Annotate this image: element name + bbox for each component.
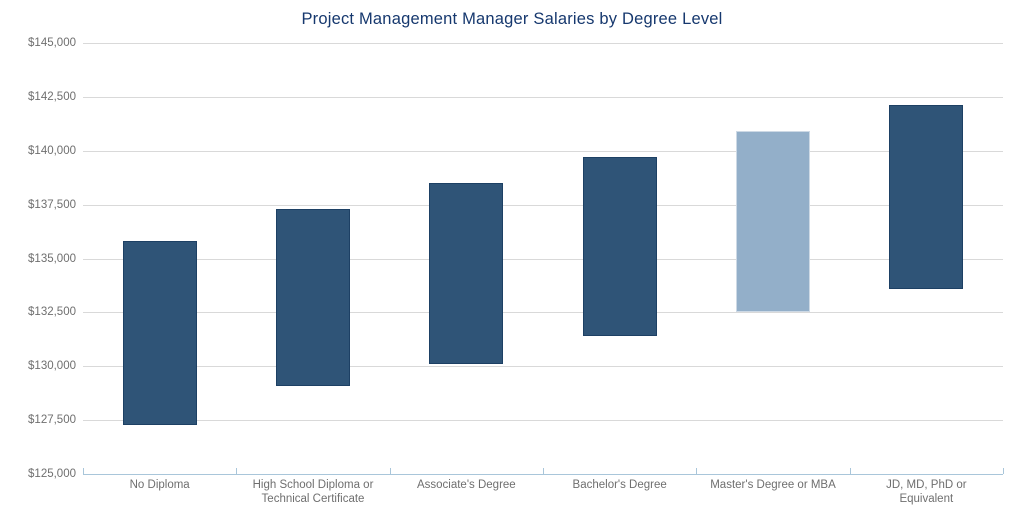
x-axis-tick-mark — [696, 468, 698, 475]
x-axis-tick-mark — [83, 468, 84, 475]
salary-range-bar[interactable] — [582, 157, 657, 337]
salary-range-bar[interactable] — [889, 105, 964, 289]
y-axis-tick-label: $132,500 — [28, 306, 76, 319]
y-axis-tick-label: $127,500 — [28, 414, 76, 427]
x-axis-tick-mark — [1003, 468, 1004, 475]
x-axis-category-label: No Diploma — [129, 479, 190, 492]
y-axis-tick-label: $135,000 — [28, 252, 76, 265]
x-axis-category-label: Bachelor's Degree — [572, 479, 667, 492]
salary-range-bar[interactable] — [429, 182, 504, 365]
x-axis-category-label: Associate's Degree — [416, 479, 516, 492]
salary-range-bar[interactable] — [276, 208, 350, 386]
y-gridline — [83, 96, 1003, 98]
y-axis-tick-label: $145,000 — [28, 36, 76, 49]
y-gridline — [83, 420, 1003, 422]
y-gridline — [83, 258, 1003, 260]
y-axis-tick-label: $130,000 — [28, 360, 76, 373]
x-axis-line — [83, 474, 1003, 476]
y-axis-tick-label: $125,000 — [28, 468, 76, 481]
x-axis-tick-mark — [849, 468, 851, 475]
y-gridline — [83, 42, 1003, 44]
y-axis-tick-label: $140,000 — [28, 144, 76, 157]
x-axis-category-label: JD, MD, PhD or Equivalent — [886, 479, 967, 506]
y-gridline — [83, 204, 1003, 206]
y-axis-tick-label: $142,500 — [28, 90, 76, 103]
y-gridline — [83, 150, 1003, 152]
x-axis-category-label: High School Diploma or Technical Certific… — [252, 479, 374, 506]
y-gridline — [83, 366, 1003, 368]
salary-range-bar[interactable] — [736, 131, 810, 313]
salary-range-bar[interactable] — [122, 241, 197, 425]
chart-title: Project Management Manager Salaries by D… — [301, 10, 723, 28]
x-axis-category-label: Master's Degree or MBA — [710, 479, 836, 492]
x-axis-tick-mark — [389, 468, 391, 475]
y-axis-tick-label: $137,500 — [28, 198, 76, 211]
x-axis-tick-mark — [543, 468, 544, 475]
y-gridline — [83, 312, 1003, 314]
x-axis-tick-mark — [236, 468, 238, 475]
